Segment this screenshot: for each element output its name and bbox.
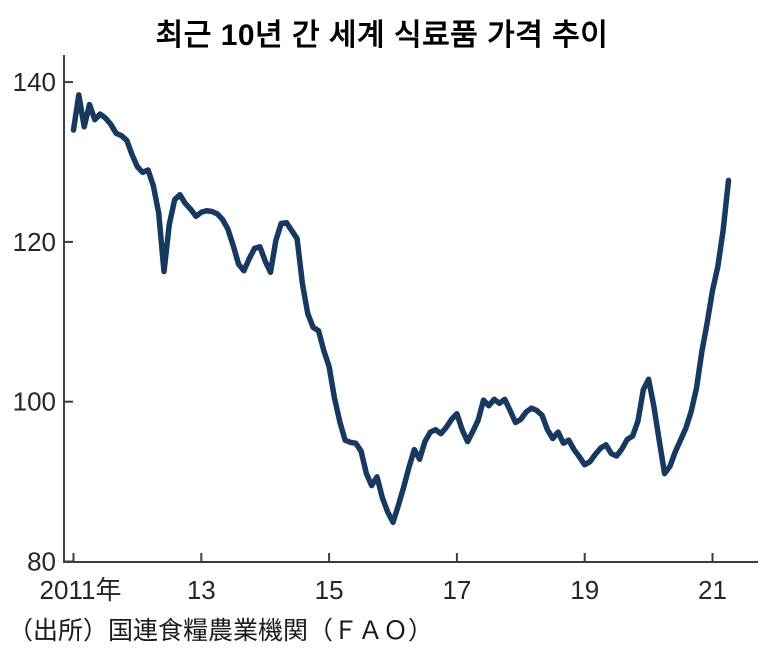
price-line xyxy=(70,92,732,526)
y-tick-label: 80 xyxy=(27,547,56,577)
y-tick-label: 100 xyxy=(13,387,56,417)
x-tick-label: 17 xyxy=(442,575,471,605)
x-tick-label: 21 xyxy=(698,575,727,605)
x-tick-label: 2011年 xyxy=(40,575,122,605)
source-note: （出所）国連食糧農業機関（ＦＡＯ） xyxy=(8,617,434,645)
y-tick-label: 120 xyxy=(13,227,56,257)
x-tick-label: 19 xyxy=(570,575,599,605)
chart-title: 최근 10년 간 세계 식료품 가격 추이 xyxy=(155,19,609,52)
x-tick-label: 15 xyxy=(315,575,344,605)
axes xyxy=(63,55,758,563)
y-tick-label: 140 xyxy=(13,67,56,97)
x-tick-label: 13 xyxy=(187,575,216,605)
